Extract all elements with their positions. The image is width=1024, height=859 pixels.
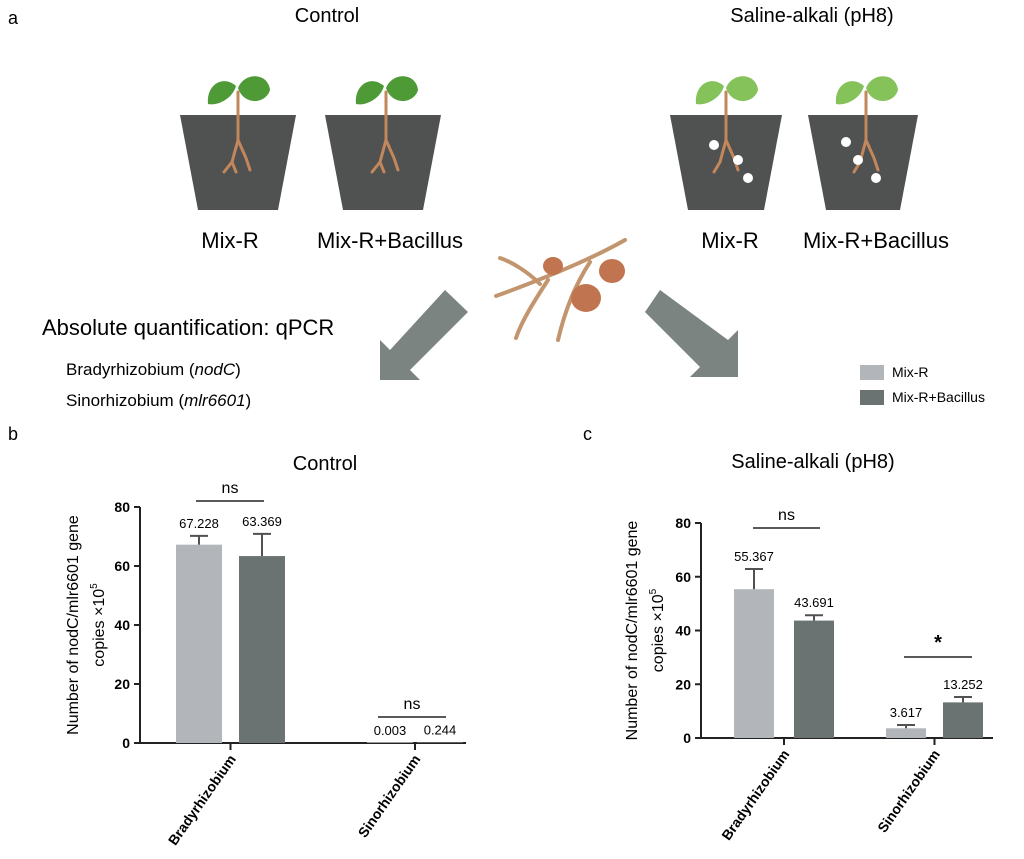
pot-saline-mix-r xyxy=(670,76,782,210)
y-tick-label: 20 xyxy=(675,676,691,692)
y-axis-label-line-2: copies ×10 xyxy=(91,589,108,667)
pot-icon xyxy=(180,115,296,210)
seedling-leaf-icon xyxy=(238,76,270,101)
significance-label: * xyxy=(934,632,942,654)
seedling-leaf-icon xyxy=(835,81,864,105)
y-tick-label: 80 xyxy=(675,515,691,531)
gene-line-1: Bradyrhizobium (nodC) xyxy=(66,360,241,379)
pot-saline-mix-r-bacillus xyxy=(808,76,918,210)
data-label: 43.691 xyxy=(794,595,834,610)
y-axis-label-superscript: 5 xyxy=(648,588,659,594)
y-axis-label-line-2: copies ×10 xyxy=(650,594,667,672)
pot-label-2: Mix-R+Bacillus xyxy=(317,228,463,253)
y-tick-label: 80 xyxy=(114,499,130,515)
seedling-leaf-icon xyxy=(695,81,724,105)
y-axis-label-line-1: Number of nodC/mlr6601 gene xyxy=(624,521,641,741)
x-tick-label: Bradyrhizobium xyxy=(718,747,792,843)
salt-particle-icon xyxy=(853,155,863,165)
pot-control-mix-r xyxy=(180,76,296,210)
pot-icon xyxy=(325,115,441,210)
data-label: 0.244 xyxy=(424,722,457,737)
significance-label: ns xyxy=(404,696,421,713)
data-label: 55.367 xyxy=(734,549,774,564)
salt-particle-icon xyxy=(733,155,743,165)
nodule-root-icon xyxy=(494,238,627,342)
seedling-leaf-icon xyxy=(386,76,418,101)
arrow-left-icon xyxy=(380,290,468,380)
bar xyxy=(367,742,413,743)
seedling-leaf-icon xyxy=(355,81,384,105)
seedling-leaf-icon xyxy=(866,76,898,101)
legend: Mix-R Mix-R+Bacillus xyxy=(860,364,985,405)
data-label: 0.003 xyxy=(374,723,407,738)
panel-b-letter: b xyxy=(8,424,18,444)
salt-particle-icon xyxy=(743,173,753,183)
y-tick-label: 0 xyxy=(122,735,130,751)
y-axis-label: Number of nodC/mlr6601 gene copies ×105 xyxy=(624,521,667,741)
panel-a-letter: a xyxy=(8,8,19,28)
data-label: 63.369 xyxy=(242,514,282,529)
bar xyxy=(943,702,983,738)
y-tick-label: 0 xyxy=(683,730,691,746)
bar xyxy=(734,589,774,738)
data-label: 3.617 xyxy=(890,705,923,720)
data-label: 67.228 xyxy=(179,516,219,531)
x-tick-label: Bradyrhizobium xyxy=(165,752,239,848)
root-icon xyxy=(370,90,400,174)
panel-a: a Control Saline-alkali (pH8) Mix-R xyxy=(8,5,949,410)
y-tick-label: 40 xyxy=(114,617,130,633)
bar xyxy=(417,742,463,743)
y-tick-label: 20 xyxy=(114,676,130,692)
y-tick-label: 60 xyxy=(675,569,691,585)
chart-title: Saline-alkali (pH8) xyxy=(731,451,894,473)
x-tick-label: Sinorhizobium xyxy=(874,747,943,836)
salt-particle-icon xyxy=(709,140,719,150)
arrow-right-icon xyxy=(645,290,738,377)
y-axis-label-line-1: Number of nodC/mlr6601 gene xyxy=(65,515,82,735)
y-tick-label: 40 xyxy=(675,623,691,639)
legend-swatch-mix-r xyxy=(860,365,884,380)
chart-control: Control Number of nodC/mlr6601 gene copies… xyxy=(65,453,466,848)
pot-icon xyxy=(808,115,918,210)
salt-particle-icon xyxy=(871,173,881,183)
bar xyxy=(886,728,926,738)
pot-label-4: Mix-R+Bacillus xyxy=(803,228,949,253)
seedling-leaf-icon xyxy=(207,81,236,105)
method-title: Absolute quantification: qPCR xyxy=(42,315,334,340)
bar xyxy=(239,556,285,743)
bar xyxy=(794,620,834,738)
saline-heading: Saline-alkali (pH8) xyxy=(730,5,893,27)
chart-title: Control xyxy=(293,453,357,475)
bar xyxy=(176,544,222,743)
pot-control-mix-r-bacillus xyxy=(325,76,441,210)
pot-icon xyxy=(670,115,782,210)
y-axis-label: Number of nodC/mlr6601 gene copies ×105 xyxy=(65,515,108,735)
root-icon xyxy=(852,90,880,174)
legend-label-mix-r: Mix-R xyxy=(892,364,929,380)
legend-label-mix-r-bacillus: Mix-R+Bacillus xyxy=(892,389,985,405)
chart-saline-alkali: Saline-alkali (pH8) Number of nodC/mlr660… xyxy=(624,451,993,843)
x-tick-label: Sinorhizobium xyxy=(355,752,424,841)
significance-label: ns xyxy=(222,480,239,497)
control-heading: Control xyxy=(295,5,359,27)
pot-label-1: Mix-R xyxy=(201,228,258,253)
y-axis-label-superscript: 5 xyxy=(89,583,100,589)
panel-c-letter: c xyxy=(583,424,592,444)
legend-swatch-mix-r-bacillus xyxy=(860,390,884,405)
gene-line-2: Sinorhizobium (mlr6601) xyxy=(66,391,251,410)
significance-label: ns xyxy=(778,507,795,524)
salt-particle-icon xyxy=(841,137,851,147)
root-icon xyxy=(222,90,252,174)
pot-label-3: Mix-R xyxy=(701,228,758,253)
data-label: 13.252 xyxy=(943,677,983,692)
y-tick-label: 60 xyxy=(114,558,130,574)
seedling-leaf-icon xyxy=(726,76,758,101)
